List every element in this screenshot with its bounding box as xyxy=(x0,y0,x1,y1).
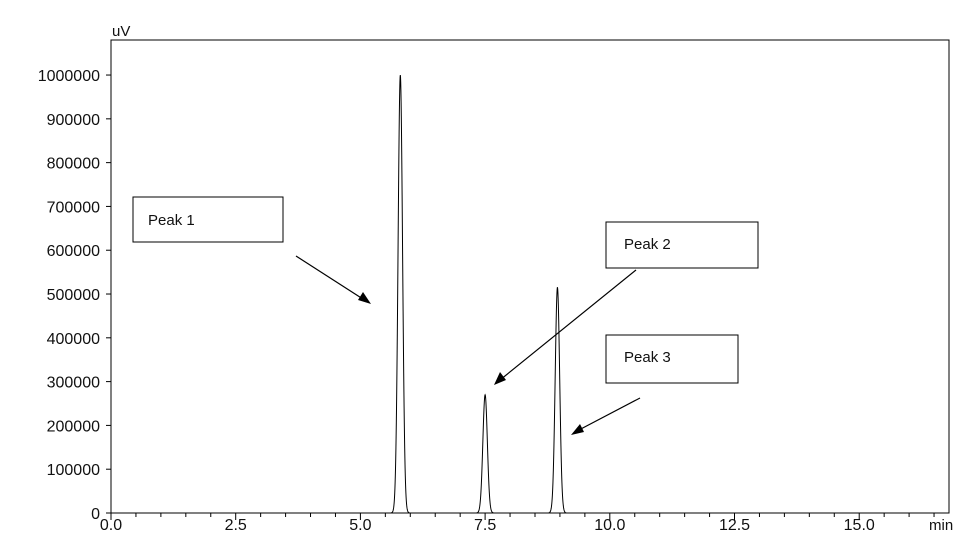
peak-annotations: Peak 1 Peak 2 Peak 3 xyxy=(132,196,759,435)
y-tick-label: 0 xyxy=(91,506,100,523)
peak-2-annotation: Peak 2 xyxy=(494,221,759,385)
x-tick-label: 2.5 xyxy=(225,517,247,534)
peak-2-arrow-head xyxy=(494,372,506,385)
peak-3-arrow-head xyxy=(571,424,584,435)
x-tick-label: 10.0 xyxy=(594,517,625,534)
y-tick-label: 200000 xyxy=(47,418,100,435)
y-tick-label: 600000 xyxy=(47,243,100,260)
peak-1-annotation: Peak 1 xyxy=(132,196,371,304)
y-axis-unit: uV xyxy=(112,23,130,40)
peak-1-arrow-head xyxy=(358,292,371,304)
y-axis-ticks: 0 100000 200000 300000 400000 500000 600000 700… xyxy=(38,68,111,523)
x-tick-label: 12.5 xyxy=(719,517,750,534)
peak-2-label-box xyxy=(605,221,759,269)
peak-3-arrow xyxy=(576,397,641,432)
y-tick-label: 800000 xyxy=(47,156,100,173)
peak-3-label-box xyxy=(605,334,739,384)
y-tick-label: 500000 xyxy=(47,287,100,304)
y-tick-label: 100000 xyxy=(47,462,100,479)
peak-2-arrow xyxy=(499,269,637,381)
y-tick-label: 300000 xyxy=(47,375,100,392)
peak-2-label: Peak 2 xyxy=(624,236,671,253)
x-tick-label: 15.0 xyxy=(844,517,875,534)
x-tick-label: 0.0 xyxy=(100,517,122,534)
x-tick-label: 7.5 xyxy=(474,517,496,534)
y-tick-label: 900000 xyxy=(47,112,100,129)
y-tick-label: 1000000 xyxy=(38,68,100,85)
y-tick-label: 400000 xyxy=(47,331,100,348)
chromatogram-trace xyxy=(111,74,949,514)
peak-1-label: Peak 1 xyxy=(148,212,195,229)
peak-1-label-box xyxy=(132,196,284,243)
x-tick-label: 5.0 xyxy=(349,517,371,534)
plot-frame xyxy=(110,39,950,514)
peak-3-annotation: Peak 3 xyxy=(571,334,739,435)
peak-3-label: Peak 3 xyxy=(624,349,671,366)
x-axis-unit: min xyxy=(929,517,953,534)
peak-1-arrow xyxy=(295,255,367,302)
y-tick-label: 700000 xyxy=(47,199,100,216)
x-axis-ticks: 0.0 2.5 5.0 7.5 10.0 12.5 15.0 xyxy=(100,513,935,534)
